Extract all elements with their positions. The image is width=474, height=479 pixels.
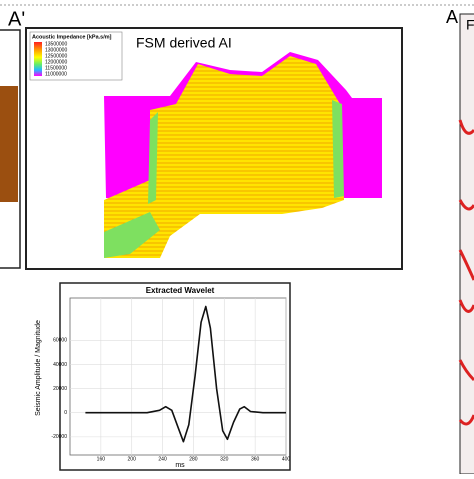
legend-title: Acoustic Impedance [kPa.s/m] (32, 34, 112, 40)
x-tick-label: 400 (282, 456, 291, 462)
y-tick-label: 0 (64, 410, 67, 416)
colorbar (34, 42, 42, 76)
panel-label: A (446, 7, 458, 27)
chart-title: Extracted Wavelet (146, 286, 215, 295)
x-tick-label: 320 (220, 456, 229, 462)
legend-tick: 11000000 (45, 71, 67, 77)
y-tick-label: 40000 (53, 362, 67, 368)
x-tick-label: 160 (97, 456, 106, 462)
legend-tick: 12000000 (45, 59, 67, 65)
panel-label: A' (8, 8, 25, 30)
legend-tick: 11500000 (45, 65, 67, 71)
x-tick-label: 360 (251, 456, 260, 462)
y-tick-label: 60000 (53, 338, 67, 344)
x-tick-label: 200 (128, 456, 137, 462)
x-tick-label: 240 (158, 456, 167, 462)
seismic-texture (458, 119, 474, 426)
ai-edge (104, 100, 344, 258)
left-panel-fill (0, 86, 18, 202)
ai-title: FSM derived AI (136, 35, 232, 51)
legend-tick: 12500000 (45, 53, 67, 59)
chart-frame (59, 282, 291, 471)
ai-body (104, 56, 344, 258)
y-tick-label: -20000 (51, 434, 67, 440)
x-axis-label: ms (175, 462, 185, 469)
wavelet-line (85, 305, 286, 443)
x-tick-label: 280 (189, 456, 198, 462)
legend-tick: 13500000 (45, 41, 67, 47)
inset-label: F (466, 17, 474, 33)
y-axis-label: Seismic Amplitude / Magnitude (35, 320, 42, 416)
legend-tick: 13000000 (45, 47, 67, 53)
right-panel (459, 13, 474, 475)
y-tick-label: 20000 (53, 386, 67, 392)
legend-box (29, 31, 123, 81)
